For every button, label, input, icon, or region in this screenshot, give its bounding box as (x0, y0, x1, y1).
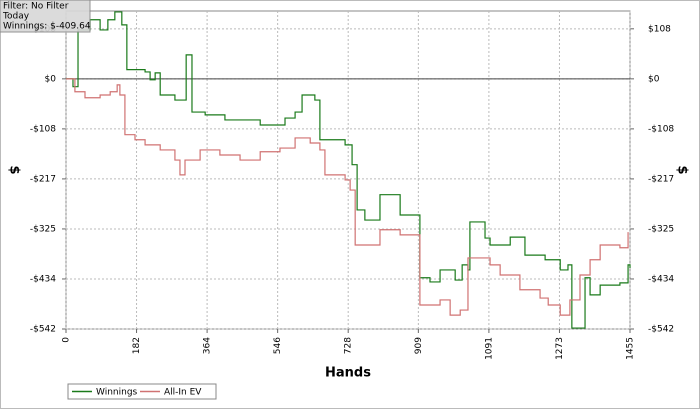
x-axis-title: Hands (325, 366, 371, 381)
y-axis-title: $ (7, 165, 22, 174)
y-tick-label: -$108 (30, 124, 56, 134)
x-tick-label: 1455 (626, 337, 636, 360)
y-tick-label-right: -$434 (648, 274, 674, 284)
info-line: Winnings: $-409.64 (3, 22, 91, 32)
series-line (66, 11, 631, 329)
legend-label: All-In EV (164, 388, 202, 398)
info-line: Filter: No Filter (3, 2, 69, 12)
x-tick-label: 182 (132, 337, 142, 354)
y-tick-label-right: -$217 (648, 174, 674, 184)
info-background (0, 0, 91, 33)
x-tick-label: 1091 (484, 337, 494, 360)
plot-area (65, 10, 631, 330)
x-tick-label: 0 (62, 337, 72, 343)
y-tick-label: -$217 (30, 174, 56, 184)
y-tick-label-right: $0 (648, 74, 660, 84)
legend: Winnings All-In EV (67, 383, 217, 400)
y-tick-label-right: -$108 (648, 124, 674, 134)
x-tick-label: 1273 (555, 337, 565, 360)
x-tick-label: 909 (414, 337, 424, 354)
x-tick-label: 728 (344, 337, 354, 354)
y-tick-label-right: -$325 (648, 224, 674, 234)
y-tick-label-right: $108 (648, 24, 671, 34)
y-tick-label: -$542 (30, 325, 56, 335)
y-tick-label: -$325 (30, 224, 56, 234)
y-axis-title-right: $ (675, 165, 690, 174)
x-tick-label: 546 (273, 337, 283, 354)
x-tick-label: 364 (203, 337, 213, 354)
y-tick-label-right: -$542 (648, 325, 674, 335)
info-line: Today (2, 12, 30, 22)
series-line (66, 78, 629, 316)
y-tick-label: $0 (45, 74, 57, 84)
legend-label: Winnings (96, 388, 138, 398)
y-tick-label: -$434 (30, 274, 56, 284)
